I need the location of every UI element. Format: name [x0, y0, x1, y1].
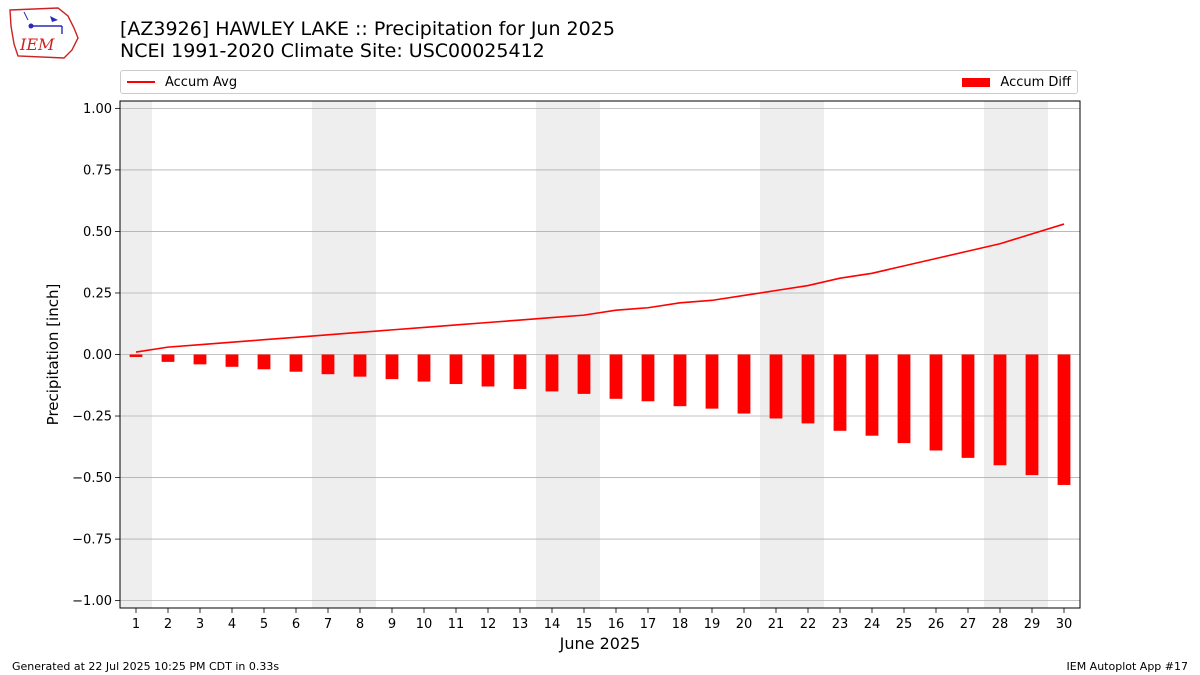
accum-diff-bar-day-27: [961, 354, 975, 458]
x-tick-label: 23: [832, 617, 849, 632]
y-tick-label: 1.00: [83, 102, 112, 117]
x-tick-label: 24: [864, 617, 881, 632]
accum-diff-bar-day-14: [545, 354, 559, 392]
y-tick-label: −0.25: [72, 410, 112, 425]
x-tick-label: 29: [1024, 617, 1041, 632]
accum-diff-bar-day-20: [737, 354, 751, 414]
accum-diff-bar-day-3: [193, 354, 207, 365]
accum-diff-bar-day-21: [769, 354, 783, 419]
legend-bar-swatch: [962, 77, 991, 87]
x-tick-label: 7: [324, 617, 332, 632]
x-tick-label: 9: [388, 617, 396, 632]
x-tick-label: 5: [260, 617, 268, 632]
x-axis: 1 2 3 4 5 6 7 8 9 10 11 12 13 14 15 16 17 18 19 20 21 22 23 24 2…: [132, 608, 1072, 632]
y-tick-label: 0.25: [83, 286, 112, 301]
x-tick-label: 13: [512, 617, 529, 632]
accum-diff-bar-day-19: [705, 354, 719, 409]
gridlines: [120, 107, 1080, 602]
accum-diff-bars: [129, 354, 1071, 485]
accum-diff-bar-day-8: [353, 354, 367, 377]
y-tick-label: 0.75: [83, 163, 112, 178]
x-tick-label: 6: [292, 617, 300, 632]
accum-diff-bar-day-23: [833, 354, 847, 431]
accum-avg-line: [135, 223, 1065, 353]
accum-diff-bar-day-6: [289, 354, 303, 372]
x-tick-label: 16: [608, 617, 625, 632]
x-tick-label: 1: [132, 617, 140, 632]
x-tick-label: 25: [896, 617, 913, 632]
x-tick-label: 10: [416, 617, 433, 632]
accum-diff-bar-day-11: [449, 354, 463, 385]
x-tick-label: 12: [480, 617, 497, 632]
accum-diff-bar-day-18: [673, 354, 687, 407]
accum-diff-bar-day-1: [129, 354, 143, 357]
legend-entry-accum-avg: Accum Avg: [127, 71, 237, 93]
accum-diff-bar-day-28: [993, 354, 1007, 466]
accum-diff-bar-day-13: [513, 354, 527, 389]
accum-diff-bar-day-24: [865, 354, 879, 436]
accum-diff-bar-day-26: [929, 354, 943, 451]
legend-label-accum-avg: Accum Avg: [165, 74, 238, 90]
y-tick-label: −0.75: [72, 533, 112, 548]
y-axis: 1.00 0.75 0.50 0.25 0.00 −0.25 −0.50 −0.75 −1.00: [72, 102, 120, 609]
x-tick-label: 19: [704, 617, 721, 632]
legend-line-swatch: [127, 81, 155, 83]
accum-diff-bar-day-10: [417, 354, 431, 382]
chart-subtitle: NCEI 1991-2020 Climate Site: USC00025412: [120, 40, 545, 62]
x-tick-label: 4: [228, 617, 236, 632]
y-tick-label: −1.00: [72, 594, 112, 609]
accum-diff-bar-day-5: [257, 354, 271, 370]
accum-diff-bar-day-16: [609, 354, 623, 399]
legend-entry-accum-diff: Accum Diff: [962, 71, 1071, 93]
y-tick-label: 0.50: [83, 225, 112, 240]
app-id: IEM Autoplot App #17: [1066, 660, 1189, 673]
x-tick-label: 30: [1056, 617, 1073, 632]
accum-diff-bar-day-9: [385, 354, 399, 380]
accum-diff-bar-day-29: [1025, 354, 1039, 476]
accum-diff-bar-day-15: [577, 354, 591, 394]
accum-avg-line-group: [135, 223, 1065, 353]
accum-diff-bar-day-17: [641, 354, 655, 402]
accum-diff-bar-day-12: [481, 354, 495, 387]
x-tick-label: 2: [164, 617, 172, 632]
x-axis-label: June 2025: [559, 634, 641, 653]
y-axis-label: Precipitation [inch]: [44, 284, 62, 426]
x-tick-label: 18: [672, 617, 689, 632]
x-tick-label: 11: [448, 617, 465, 632]
logo-text: IEM: [19, 35, 55, 54]
x-tick-label: 28: [992, 617, 1009, 632]
legend: Accum Avg Accum Diff: [120, 70, 1078, 94]
generated-timestamp: Generated at 22 Jul 2025 10:25 PM CDT in…: [12, 660, 280, 673]
x-tick-label: 20: [736, 617, 753, 632]
x-tick-label: 26: [928, 617, 945, 632]
accum-diff-bar-day-30: [1057, 354, 1071, 485]
x-tick-label: 17: [640, 617, 657, 632]
accum-diff-bar-day-4: [225, 354, 239, 367]
x-tick-label: 15: [576, 617, 593, 632]
x-tick-label: 22: [800, 617, 817, 632]
weather-station-icon: [23, 11, 63, 34]
accum-diff-bar-day-25: [897, 354, 911, 444]
legend-label-accum-diff: Accum Diff: [1000, 74, 1071, 90]
accum-diff-bar-day-2: [161, 354, 175, 362]
x-tick-label: 8: [356, 617, 364, 632]
accum-diff-bar-day-22: [801, 354, 815, 424]
y-tick-label: −0.50: [72, 471, 112, 486]
x-tick-label: 14: [544, 617, 561, 632]
x-tick-label: 27: [960, 617, 977, 632]
iem-logo: IEM: [9, 7, 79, 59]
accum-diff-bar-day-7: [321, 354, 335, 375]
chart-title: [AZ3926] HAWLEY LAKE :: Precipitation fo…: [120, 18, 615, 40]
x-tick-label: 3: [196, 617, 204, 632]
y-tick-label: 0.00: [83, 348, 112, 363]
x-tick-label: 21: [768, 617, 785, 632]
